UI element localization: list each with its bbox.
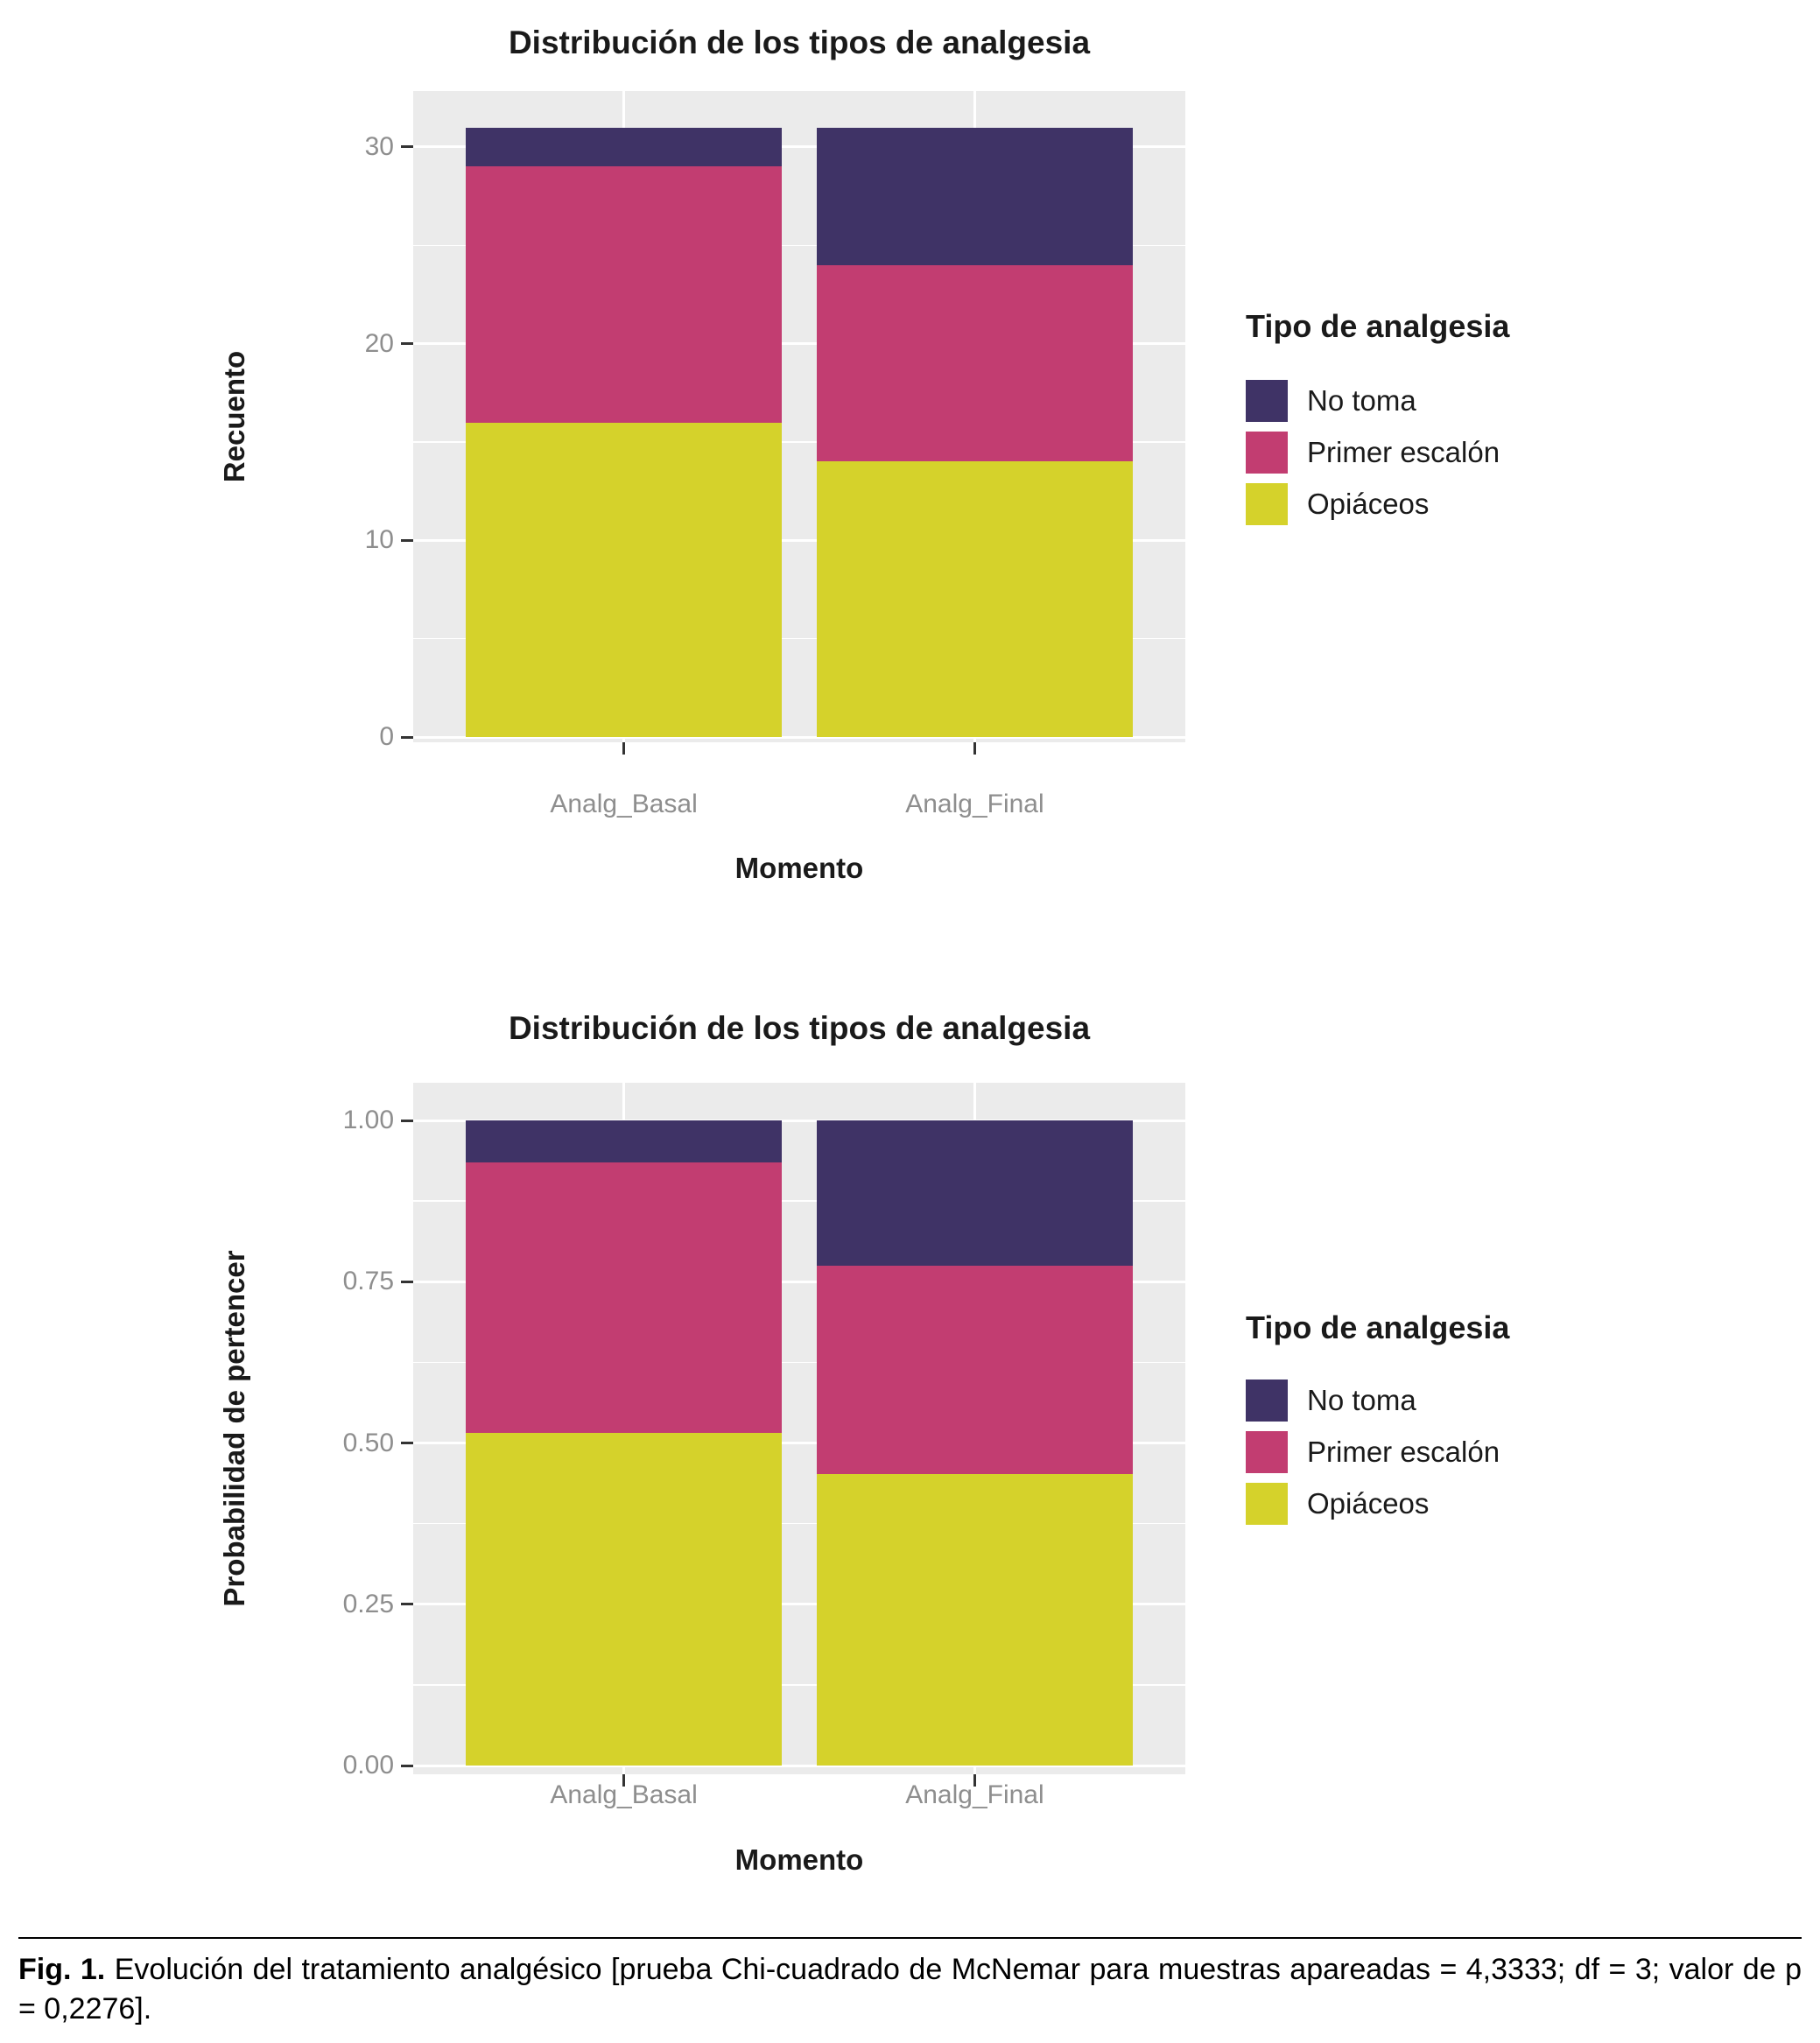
- gridline-minor: [413, 1361, 1185, 1364]
- legend-key-opiaceos: [1246, 1483, 1288, 1525]
- gridline-major: [413, 1280, 1185, 1283]
- gridline-major: [413, 735, 1185, 739]
- gridline-minor: [413, 1200, 1185, 1202]
- x-tick-label: Analg_Basal: [550, 790, 698, 818]
- legend-label: No toma: [1307, 384, 1416, 417]
- y-tick-mark: [401, 1764, 413, 1767]
- y-tick-label: 0.75: [342, 1267, 394, 1296]
- y-tick-mark: [401, 1442, 413, 1444]
- bar-segment-primer-escalon: [817, 264, 1133, 462]
- plot-panel: [413, 1083, 1185, 1774]
- y-tick-label: 0.50: [342, 1428, 394, 1457]
- legend-label: Opiáceos: [1307, 1487, 1430, 1520]
- y-tick-label: 1.00: [342, 1106, 394, 1134]
- x-tick-mark: [973, 742, 976, 755]
- gridline-minor: [413, 244, 1185, 247]
- legend-key-no-toma: [1246, 1380, 1288, 1422]
- y-tick-mark: [401, 538, 413, 542]
- legend-item-no-toma: No toma: [1246, 380, 1416, 422]
- gridline-major: [413, 1119, 1185, 1122]
- x-tick-label: Analg_Final: [905, 790, 1044, 818]
- y-tick-label: 10: [364, 525, 394, 555]
- y-tick-mark: [401, 145, 413, 149]
- chart-title: Distribución de los tipos de analgesia: [508, 25, 1091, 60]
- bar-segment-primer-escalon: [466, 1162, 782, 1433]
- caption-text: Evolución del tratamiento analgésico [pr…: [18, 1953, 1802, 2025]
- y-tick-mark: [401, 1603, 413, 1606]
- legend-item-opiaceos: Opiáceos: [1246, 1483, 1429, 1525]
- legend-key-primer-escalon: [1246, 432, 1288, 474]
- y-tick-label: 0: [379, 722, 394, 751]
- x-axis-title: Momento: [734, 852, 864, 884]
- y-tick-mark: [401, 1119, 413, 1122]
- y-tick-label: 0.25: [342, 1589, 394, 1618]
- legend-label: Primer escalón: [1307, 1436, 1500, 1468]
- legend-label: Primer escalón: [1307, 436, 1500, 468]
- bar-segment-primer-escalon: [466, 166, 782, 423]
- y-tick-mark: [401, 342, 413, 346]
- legend-item-primer-escalon: Primer escalón: [1246, 1431, 1500, 1473]
- figure-caption: Fig. 1. Evolución del tratamiento analgé…: [18, 1937, 1802, 2029]
- bar-segment-no-toma: [466, 1120, 782, 1162]
- bar-segment-opiaceos: [817, 1473, 1133, 1766]
- gridline-minor: [413, 1684, 1185, 1686]
- legend-item-opiaceos: Opiáceos: [1246, 483, 1429, 525]
- legend-item-primer-escalon: Primer escalón: [1246, 432, 1500, 474]
- gridline-minor: [413, 441, 1185, 443]
- x-tick-label: Analg_Basal: [550, 1780, 698, 1809]
- bar-segment-no-toma: [466, 127, 782, 167]
- caption-label: Fig. 1.: [18, 1953, 106, 1986]
- y-tick-label: 20: [364, 328, 394, 358]
- gridline-major: [413, 342, 1185, 346]
- y-tick-label: 30: [364, 131, 394, 161]
- legend-key-primer-escalon: [1246, 1431, 1288, 1473]
- plot-panel: [413, 91, 1185, 742]
- legend-key-no-toma: [1246, 380, 1288, 422]
- bar-segment-opiaceos: [466, 1432, 782, 1766]
- bar-segment-primer-escalon: [817, 1265, 1133, 1474]
- x-tick-mark: [973, 1774, 976, 1787]
- legend-title: Tipo de analgesia: [1246, 308, 1510, 344]
- legend-title: Tipo de analgesia: [1246, 1309, 1510, 1345]
- y-tick-mark: [401, 735, 413, 739]
- x-axis-title: Momento: [734, 1843, 864, 1876]
- legend-label: Opiáceos: [1307, 488, 1430, 520]
- gridline-major: [413, 1764, 1185, 1767]
- legend-label: No toma: [1307, 1384, 1416, 1416]
- bar-segment-no-toma: [817, 127, 1133, 265]
- gridline-minor: [413, 637, 1185, 640]
- legend-item-no-toma: No toma: [1246, 1380, 1416, 1422]
- bar-segment-no-toma: [817, 1120, 1133, 1266]
- gridline-major: [413, 1442, 1185, 1444]
- gridline-major: [413, 538, 1185, 542]
- x-tick-label: Analg_Final: [905, 1780, 1044, 1809]
- gridline-major: [413, 1603, 1185, 1606]
- y-axis-title: Probabilidad de pertencer: [218, 1250, 250, 1607]
- bar-segment-opiaceos: [466, 422, 782, 737]
- x-tick-mark: [622, 742, 626, 755]
- y-tick-mark: [401, 1280, 413, 1283]
- legend-key-opiaceos: [1246, 483, 1288, 525]
- gridline-minor: [413, 1522, 1185, 1525]
- bar-segment-opiaceos: [817, 461, 1133, 737]
- x-tick-mark: [622, 1774, 626, 1787]
- y-axis-title: Recuento: [218, 350, 250, 483]
- gridline-major: [413, 145, 1185, 149]
- y-tick-label: 0.00: [342, 1751, 394, 1780]
- chart-title: Distribución de los tipos de analgesia: [508, 1010, 1091, 1046]
